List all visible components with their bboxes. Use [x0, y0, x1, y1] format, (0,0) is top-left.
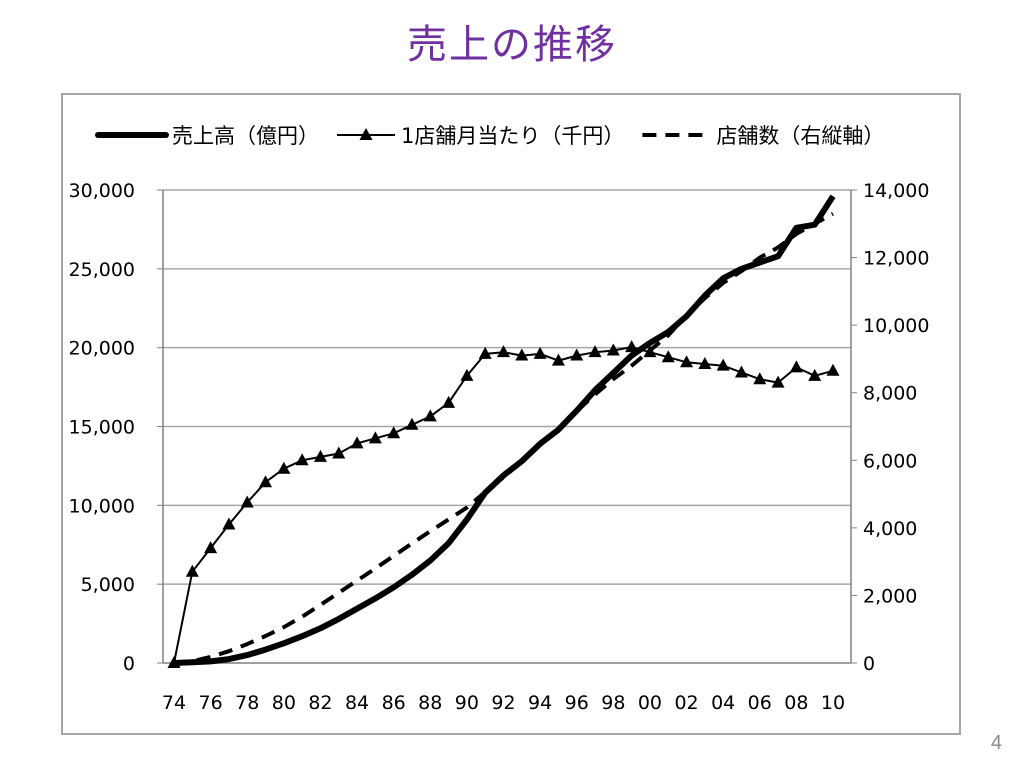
right-tick-label: 10,000	[863, 315, 929, 337]
right-tick-label: 14,000	[863, 180, 929, 202]
triangle-marker	[295, 453, 309, 466]
triangle-marker	[515, 348, 529, 361]
x-tick-label: 96	[565, 692, 589, 714]
left-axis-ticks: 0 5,000 10,000 15,000 20,000 25,000 30,000	[69, 180, 135, 675]
triangle-marker	[350, 436, 364, 449]
chart-frame: 0 5,000 10,000 15,000 20,000 25,000 30,000 0 2,…	[61, 93, 961, 735]
sales-line	[173, 194, 836, 666]
x-tick-label: 00	[638, 692, 662, 714]
x-tick-label: 10	[821, 692, 845, 714]
x-tick-label: 02	[674, 692, 698, 714]
triangle-marker	[661, 350, 675, 363]
triangle-marker	[570, 348, 584, 361]
x-tick-label: 98	[601, 692, 625, 714]
x-axis-ticks: 74 76 78 80 82 84 86 88 90 92 94 96 98 00 02 04 06 08 10	[162, 692, 845, 714]
grid-lines	[163, 189, 851, 585]
triangle-marker	[368, 431, 382, 444]
triangle-marker	[405, 417, 419, 430]
triangle-marker	[716, 358, 730, 371]
x-tick-label: 08	[784, 692, 808, 714]
triangle-marker	[240, 495, 254, 508]
triangle-marker	[460, 368, 474, 381]
left-tick-label: 20,000	[69, 338, 135, 360]
sales-chart: 0 5,000 10,000 15,000 20,000 25,000 30,000 0 2,…	[69, 124, 930, 714]
x-tick-label: 78	[235, 692, 259, 714]
triangle-marker	[734, 365, 748, 378]
x-tick-label: 94	[528, 692, 552, 714]
x-tick-label: 74	[162, 692, 186, 714]
triangle-marker	[442, 395, 456, 408]
legend-label: 店舗数（右縦軸）	[716, 124, 884, 148]
right-tick-label: 8,000	[863, 383, 917, 405]
right-axis-ticks: 0 2,000 4,000 6,000 8,000 10,000 12,000 14,000	[863, 180, 929, 675]
triangle-marker	[551, 353, 565, 366]
triangle-marker	[423, 409, 437, 422]
triangle-marker	[771, 375, 785, 388]
triangle-marker	[497, 345, 510, 358]
triangle-marker	[387, 426, 401, 439]
x-tick-label: 86	[382, 692, 406, 714]
axes	[157, 189, 857, 664]
triangle-marker	[826, 363, 840, 376]
triangle-marker	[680, 355, 694, 368]
x-tick-label: 76	[199, 692, 223, 714]
slide-title: 売上の推移	[407, 22, 617, 68]
page-number: 4	[990, 732, 1002, 754]
x-tick-label: 04	[711, 692, 735, 714]
x-tick-label: 88	[418, 692, 442, 714]
x-tick-label: 80	[272, 692, 296, 714]
triangle-marker	[222, 517, 236, 530]
legend-label: 1店舗月当たり（千円）	[401, 124, 624, 148]
triangle-marker	[533, 346, 547, 359]
triangle-marker	[313, 449, 327, 462]
triangle-marker	[277, 461, 291, 474]
store-count-line	[173, 211, 834, 665]
triangle-marker	[606, 343, 620, 356]
triangle-marker	[185, 564, 199, 577]
triangle-marker	[808, 368, 822, 381]
legend: 売上高（億円） 1店舗月当たり（千円） 店舗数（右縦軸）	[95, 124, 884, 148]
series-lines	[167, 194, 840, 668]
triangle-marker	[332, 446, 346, 459]
triangle-marker	[753, 372, 767, 385]
triangle-marker	[698, 356, 712, 369]
triangle-marker	[789, 360, 803, 373]
x-tick-label: 06	[748, 692, 772, 714]
left-tick-label: 0	[123, 653, 135, 675]
legend-label: 売上高（億円）	[172, 124, 319, 148]
right-tick-label: 0	[863, 653, 875, 675]
x-tick-label: 92	[491, 692, 515, 714]
x-tick-label: 82	[308, 692, 332, 714]
left-tick-label: 15,000	[69, 417, 135, 439]
left-tick-label: 5,000	[81, 574, 135, 596]
right-tick-label: 12,000	[863, 248, 929, 270]
left-tick-label: 30,000	[69, 180, 135, 202]
legend-triangle-marker	[359, 128, 373, 140]
x-tick-label: 84	[345, 692, 369, 714]
right-tick-label: 2,000	[863, 585, 917, 607]
triangle-marker	[478, 346, 492, 359]
triangle-marker	[625, 340, 639, 353]
triangle-marker	[588, 345, 602, 358]
x-tick-label: 90	[455, 692, 479, 714]
left-tick-label: 10,000	[69, 495, 135, 517]
triangle-marker	[259, 475, 273, 488]
right-tick-label: 4,000	[863, 518, 917, 540]
triangle-marker	[204, 541, 218, 554]
right-tick-label: 6,000	[863, 450, 917, 472]
left-tick-label: 25,000	[69, 259, 135, 281]
